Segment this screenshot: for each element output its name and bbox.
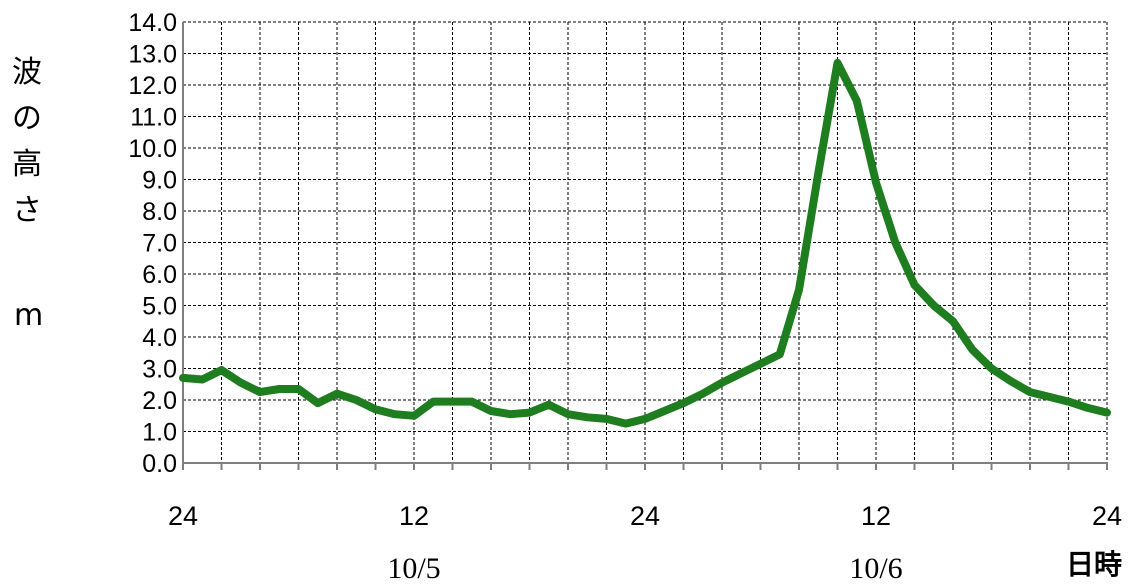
x-tick-label: 24 [1092,501,1122,531]
data-point [586,416,588,418]
data-point [1068,401,1069,403]
data-point [933,305,935,306]
y-tick-label: 1.0 [142,419,177,447]
y-axis-unit: m [14,298,43,333]
x-axis-unit: 日時 [1066,548,1122,581]
data-point [798,289,800,291]
data-point [837,62,838,64]
data-point [817,172,819,174]
data-point [432,401,434,403]
data-point [182,377,184,379]
data-point [894,242,896,243]
x-tick-label: 24 [168,501,198,531]
y-label-char: 高 [12,147,42,182]
y-tick-label: 4.0 [142,324,177,352]
data-point [952,320,954,322]
axes [182,22,1108,470]
y-tick-label: 0.0 [142,450,177,478]
data-point [413,415,415,417]
data-point [278,388,280,390]
data-point [336,393,338,395]
x-tick-label: 12 [861,501,891,531]
y-tick-label: 3.0 [142,356,177,384]
y-tick-label: 8.0 [142,198,177,226]
data-point [971,349,973,351]
y-tick-labels: 0.0 1.0 2.0 3.0 4.0 5.0 6.0 7.0 8.0 9.0 10.0 11.0 12… [128,9,177,478]
data-point [201,379,203,381]
data-point [490,410,492,412]
y-tick-label: 2.0 [142,387,177,415]
data-point [663,410,665,412]
data-point [529,412,530,414]
data-point [317,402,319,404]
data-point [991,368,992,369]
data-point [1029,391,1031,393]
data-point [1106,412,1108,414]
data-point [355,399,357,401]
data-point [760,363,761,365]
y-tick-label: 13.0 [128,41,177,69]
series-layer [179,58,1111,428]
y-tick-label: 7.0 [142,230,177,258]
data-point [240,382,242,384]
data-point [259,391,261,393]
date-label: 10/5 [387,552,440,585]
data-point [779,353,781,355]
date-label: 10/6 [849,552,902,585]
data-point [721,382,723,384]
data-point [625,423,627,425]
data-point [856,100,858,102]
data-point [298,388,299,390]
y-tick-label: 11.0 [130,104,177,132]
date-labels: 10/5 10/6 [387,552,902,585]
data-point [375,408,376,410]
data-point [914,284,915,286]
x-tick-label: 12 [399,501,429,531]
data-point [1048,396,1050,398]
y-tick-label: 10.0 [128,135,177,163]
y-tick-label: 14.0 [128,9,177,37]
data-point [1010,380,1012,382]
data-point [1087,407,1089,409]
x-tick-labels: 24 12 24 12 24 [168,501,1122,531]
y-label-char: の [12,101,42,136]
data-point [394,413,396,415]
data-point [548,404,550,406]
y-tick-label: 5.0 [142,293,177,321]
data-point [509,413,511,415]
data-point [606,418,607,420]
y-tick-label: 12.0 [128,72,177,100]
y-tick-label: 6.0 [142,261,177,289]
data-point [702,393,704,395]
data-point [452,401,453,403]
y-tick-label: 9.0 [142,167,177,195]
data-point [471,401,473,403]
data-point [875,182,877,184]
data-point [683,402,684,404]
data-point [221,369,222,371]
y-label-char: 波 [12,55,42,90]
data-point [740,372,742,374]
data-point [644,418,646,420]
data-point [567,413,569,415]
x-tick-label: 24 [630,501,660,531]
y-label-char: さ [12,193,42,228]
